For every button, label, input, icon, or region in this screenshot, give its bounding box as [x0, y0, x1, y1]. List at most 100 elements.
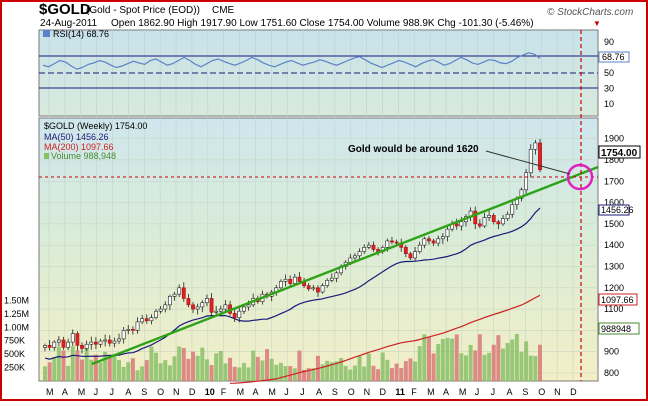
- volume-bar: [491, 344, 496, 381]
- volume-bar: [167, 365, 172, 381]
- candle-body: [191, 304, 195, 310]
- volume-bar: [135, 370, 140, 381]
- volume-tick: 500K: [4, 349, 25, 359]
- candle-body: [117, 338, 121, 342]
- exchange-label: CME: [212, 5, 235, 16]
- month-label: N: [173, 387, 180, 397]
- volume-bar: [163, 360, 168, 381]
- volume-bar: [436, 343, 441, 381]
- candle-body: [98, 340, 103, 345]
- volume-bar: [422, 334, 427, 381]
- month-label: A: [62, 387, 68, 397]
- volume-tick: 1.50M: [4, 295, 29, 305]
- volume-bar: [394, 363, 399, 381]
- candle-body: [181, 287, 186, 299]
- volume-bar: [237, 367, 242, 381]
- rsi-legend-swatch: [43, 30, 50, 37]
- volume-bar: [519, 351, 524, 381]
- month-label: F: [411, 387, 417, 397]
- symbol-description: (Gold - Spot Price (EOD)): [86, 5, 200, 16]
- price-axis: 1900180017001600150014001300120011001000…: [604, 134, 624, 378]
- volume-bar: [510, 339, 515, 381]
- volume-bar: [524, 341, 529, 381]
- candle-body: [334, 272, 339, 279]
- volume-bar: [376, 369, 381, 381]
- volume-bar: [241, 362, 246, 381]
- volume-legend: Volume 988,948: [51, 151, 116, 161]
- volume-bar: [459, 353, 464, 381]
- rsi-line: [42, 52, 541, 70]
- rsi-badge: [598, 51, 630, 63]
- candle-body: [371, 244, 376, 250]
- candle-body: [417, 244, 422, 252]
- candle-body: [311, 287, 316, 290]
- volume-bar: [103, 351, 108, 381]
- candle-body: [297, 276, 302, 282]
- month-label: A: [125, 387, 131, 397]
- volume-bar: [246, 367, 251, 381]
- candle-body: [205, 298, 209, 303]
- rsi-tick: 30: [604, 84, 614, 94]
- month-label: J: [94, 387, 99, 397]
- last-price-badge: [598, 145, 641, 159]
- candle-body: [154, 310, 158, 318]
- month-label: S: [522, 387, 528, 397]
- volume-bar: [218, 350, 223, 381]
- volume-bar: [440, 338, 445, 381]
- candle-body: [121, 330, 126, 340]
- volume-bar: [232, 366, 237, 381]
- candle-body: [75, 333, 80, 346]
- change-down-icon: ▼: [593, 19, 601, 28]
- volume-bar: [385, 359, 390, 381]
- volume-bar: [98, 362, 103, 381]
- month-label: M: [46, 387, 54, 397]
- volume-bar: [107, 356, 112, 381]
- price-tick: 800: [604, 368, 619, 378]
- candle-body: [214, 310, 219, 313]
- volume-bar: [251, 350, 256, 381]
- month-label: D: [189, 387, 196, 397]
- month-label: A: [252, 387, 258, 397]
- price-tick: 1400: [604, 240, 624, 250]
- month-label: A: [507, 387, 513, 397]
- candle-body: [112, 340, 117, 344]
- candle-body: [93, 341, 98, 345]
- candle-body: [246, 304, 251, 308]
- candle-body: [158, 308, 163, 312]
- month-label: O: [157, 387, 164, 397]
- volume-bar: [399, 367, 404, 381]
- volume-bar: [172, 356, 177, 381]
- volume-bar: [154, 352, 159, 381]
- candle-body: [528, 149, 533, 174]
- support-trendline: [91, 165, 599, 366]
- candle-body: [177, 287, 182, 295]
- price-tick: 1300: [604, 261, 624, 271]
- month-label: O: [538, 387, 545, 397]
- volume-bar: [329, 362, 334, 381]
- ma50-line: [44, 207, 541, 360]
- volume-bar: [514, 333, 519, 381]
- volume-bar: [56, 346, 61, 381]
- month-label: D: [379, 387, 386, 397]
- candle-body: [288, 278, 293, 284]
- volume-bar: [47, 362, 52, 381]
- volume-bar: [445, 337, 450, 381]
- volume-bar: [306, 368, 311, 381]
- ma200-badge-text: 1097.66: [601, 295, 634, 305]
- volume-bar: [352, 365, 357, 381]
- volume-bar: [89, 359, 94, 381]
- candle-body: [316, 287, 320, 293]
- candle-body: [200, 302, 205, 308]
- volume-bar: [66, 365, 71, 381]
- price-stats: Open 1862.90 High 1917.90 Low 1751.60 Cl…: [111, 18, 534, 29]
- candle-body: [209, 298, 214, 313]
- volume-bar: [413, 361, 418, 381]
- volume-bar: [214, 353, 219, 381]
- candle-body: [320, 285, 325, 293]
- volume-bar: [533, 356, 538, 381]
- candle-body: [140, 318, 145, 323]
- month-label: N: [364, 387, 371, 397]
- volume-bar: [302, 369, 307, 381]
- volume-bar: [126, 362, 131, 381]
